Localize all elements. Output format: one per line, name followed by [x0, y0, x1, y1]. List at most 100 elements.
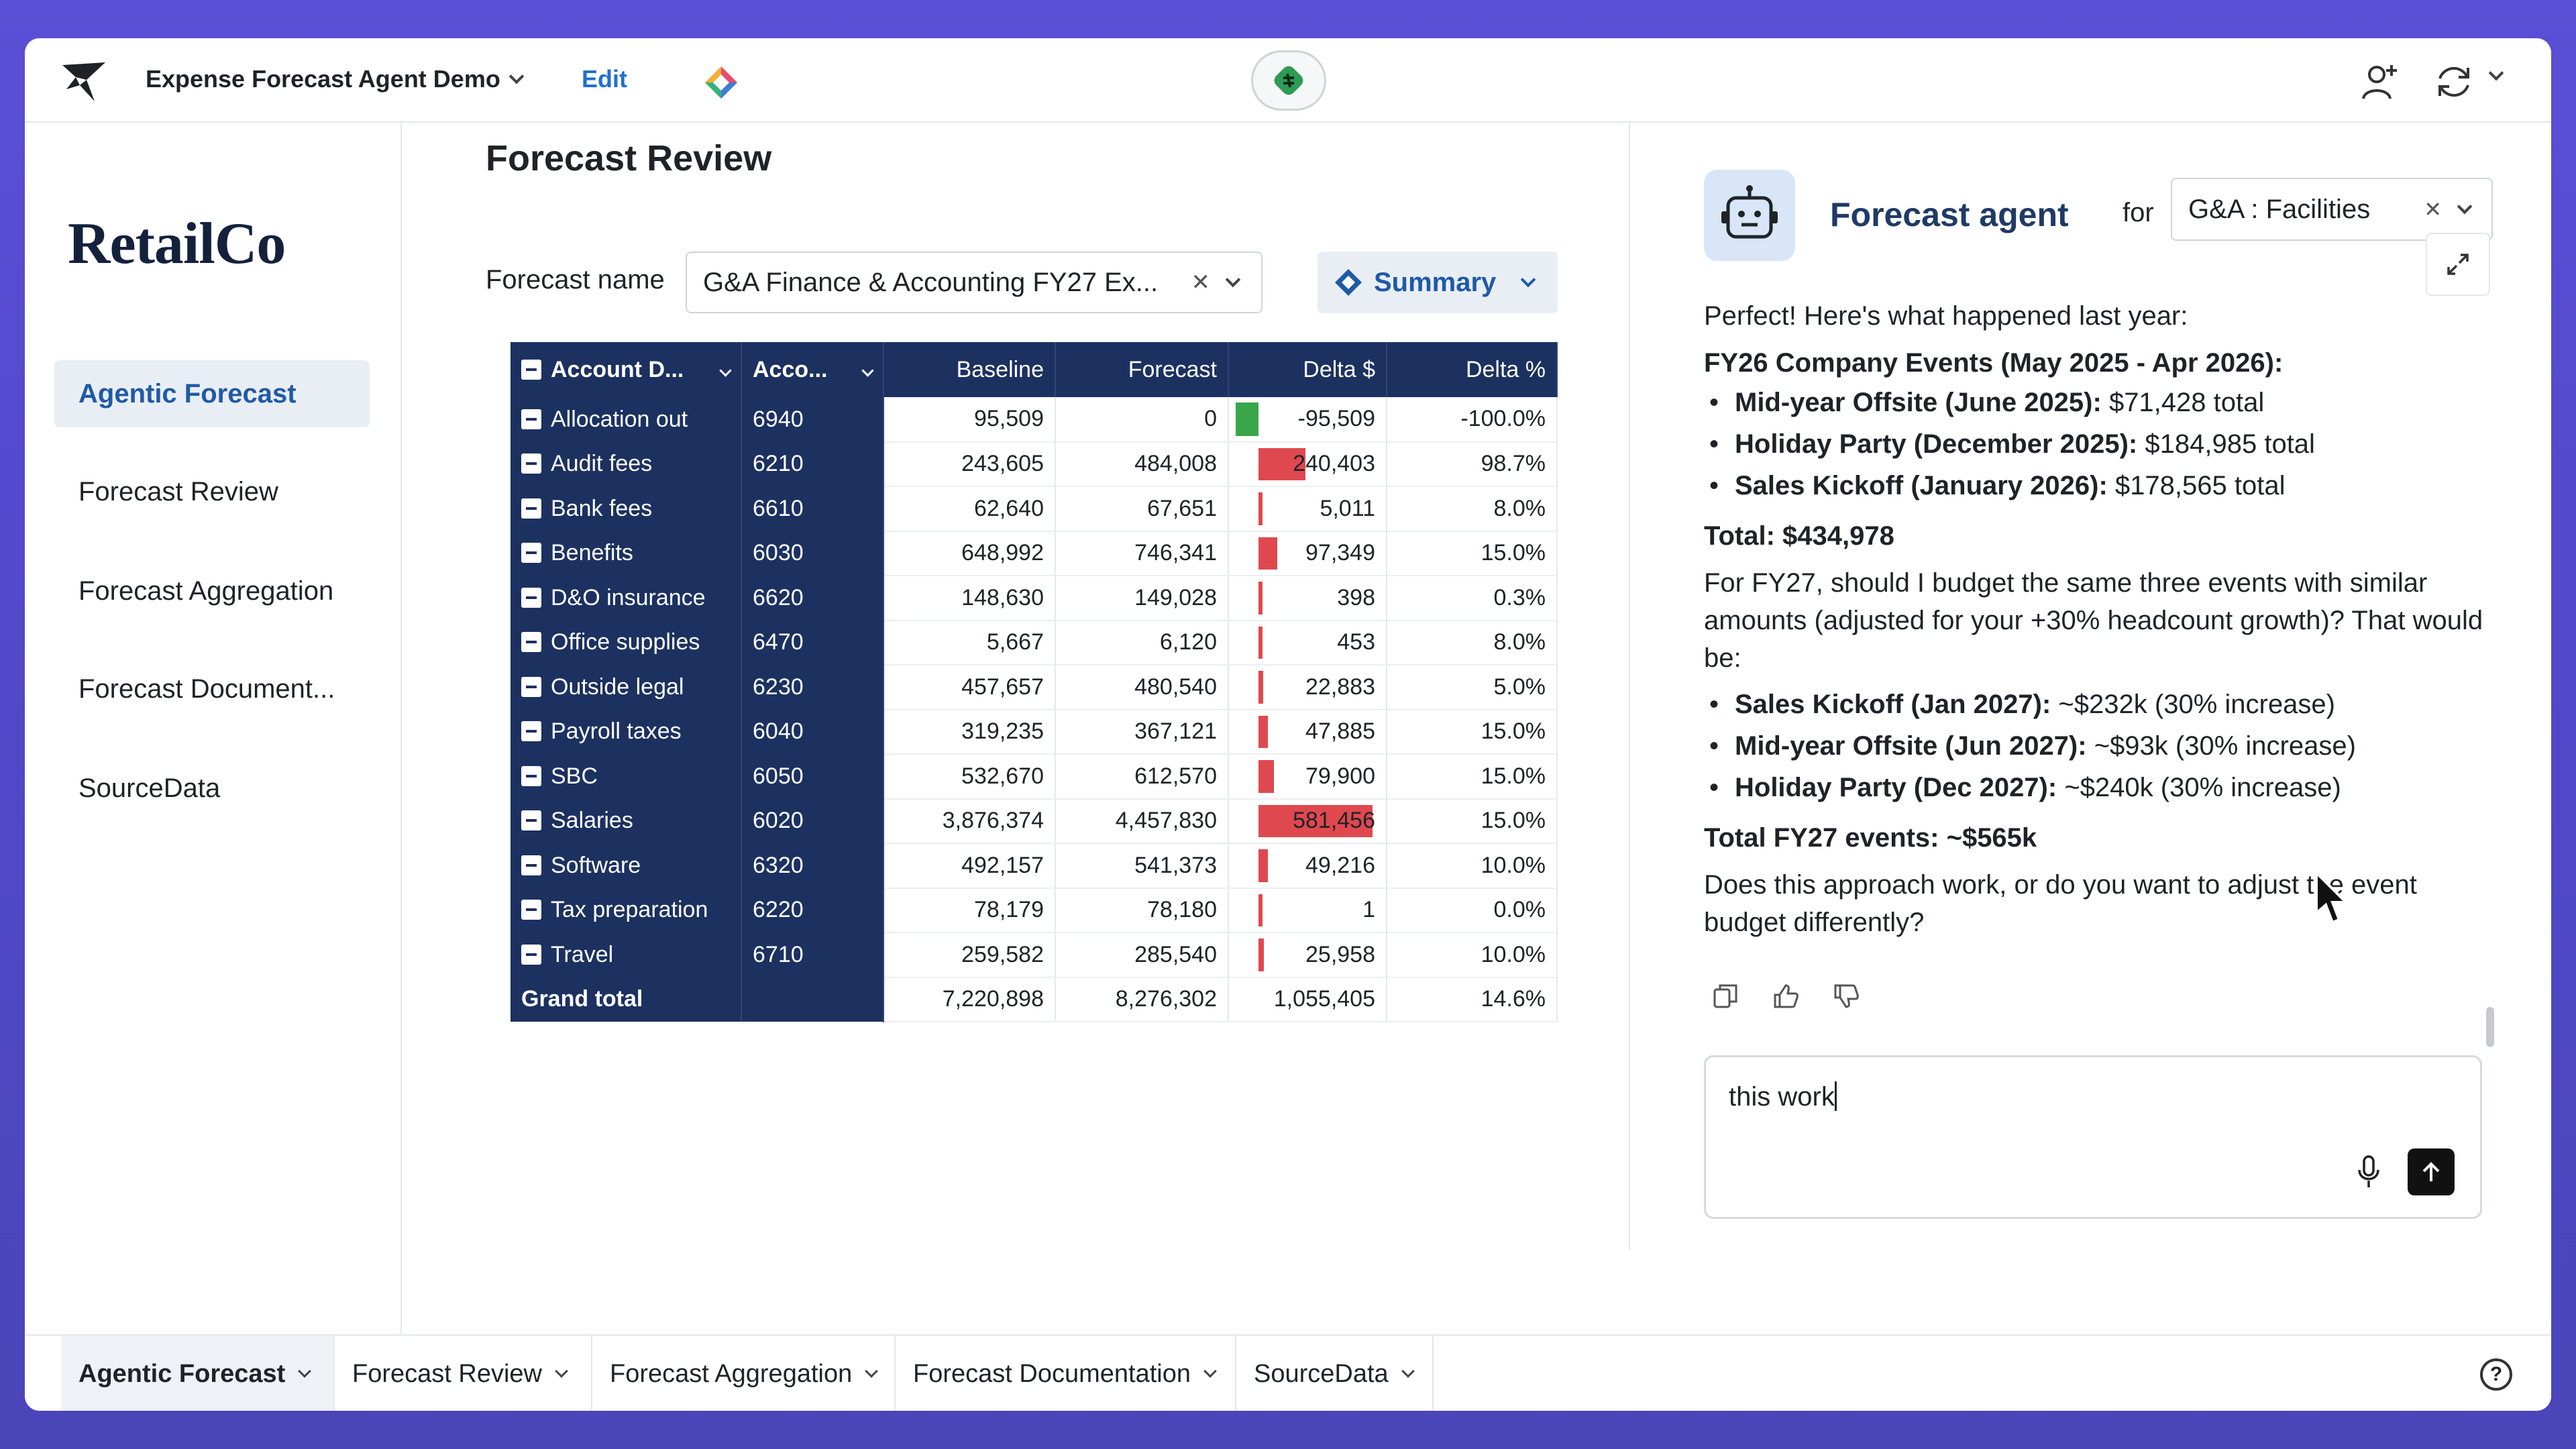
copy-icon[interactable] [1711, 981, 1740, 1011]
forecast-name-select[interactable]: G&A Finance & Accounting FY27 Ex... ✕ [686, 252, 1263, 313]
tab-agentic-forecast[interactable]: Agentic Forecast [61, 1336, 335, 1411]
collapse-icon[interactable] [521, 359, 541, 380]
chevron-down-icon[interactable] [2457, 199, 2473, 215]
forecast-cell[interactable]: 6,120 [1055, 620, 1229, 665]
collapse-icon[interactable] [521, 676, 541, 697]
app-title-menu[interactable]: Expense Forecast Agent Demo [146, 65, 525, 93]
delta-bar [1258, 671, 1263, 704]
col-header-baseline[interactable]: Baseline [883, 342, 1056, 397]
chevron-down-icon [865, 1364, 879, 1378]
forecast-cell[interactable]: 612,570 [1055, 754, 1229, 800]
message-closing: Does this approach work, or do you want … [1704, 870, 2417, 937]
chevron-down-icon[interactable] [719, 364, 732, 377]
account-name-cell[interactable]: Audit fees [511, 441, 742, 486]
forecast-cell[interactable]: 0 [1055, 397, 1229, 443]
collapse-icon[interactable] [521, 587, 541, 608]
account-name-cell[interactable]: Payroll taxes [511, 709, 742, 754]
collapse-icon[interactable] [521, 409, 541, 429]
forecast-cell[interactable]: 484,008 [1055, 441, 1229, 487]
account-name-cell[interactable]: Bank fees [511, 486, 742, 531]
chevron-down-icon [508, 68, 525, 85]
sidebar-item-agentic-forecast[interactable]: Agentic Forecast [54, 360, 370, 427]
chevron-down-icon[interactable] [861, 364, 874, 377]
col-header-delta-percent[interactable]: Delta % [1387, 342, 1558, 397]
collapse-icon[interactable] [521, 765, 541, 786]
forecast-cell[interactable]: 149,028 [1055, 576, 1229, 621]
forecast-cell[interactable]: 78,180 [1055, 888, 1229, 933]
collapse-icon[interactable] [521, 944, 541, 965]
add-user-icon[interactable] [2359, 61, 2401, 103]
grand-total-baseline: 7,220,898 [883, 977, 1056, 1022]
forecast-cell[interactable]: 285,540 [1055, 932, 1229, 978]
send-button[interactable] [2408, 1148, 2455, 1195]
diamond-icon[interactable] [704, 65, 739, 100]
collapse-icon[interactable] [521, 498, 541, 519]
table-row: Allocation out 6940 95,509 0 -95,509 -100.0% [511, 397, 1558, 443]
forecast-cell[interactable]: 4,457,830 [1055, 798, 1229, 844]
account-name-cell[interactable]: Tax preparation [511, 888, 742, 932]
forecast-cell[interactable]: 367,121 [1055, 709, 1229, 755]
app-logo-icon[interactable] [60, 60, 108, 104]
account-name-cell[interactable]: SBC [511, 754, 742, 799]
sidebar-item-forecast-documentation[interactable]: Forecast Document... [78, 674, 335, 704]
scrollbar[interactable] [2486, 1007, 2494, 1047]
account-code-cell: 6020 [741, 798, 884, 843]
fy27-events-list: Sales Kickoff (Jan 2027): ~$232k (30% in… [1704, 684, 2496, 808]
microphone-icon[interactable] [2354, 1154, 2383, 1190]
account-name-cell[interactable]: Office supplies [511, 620, 742, 665]
col-header-forecast[interactable]: Forecast [1055, 342, 1229, 397]
thumbs-up-icon[interactable] [1771, 981, 1801, 1011]
collapse-icon[interactable] [521, 810, 541, 831]
collapse-icon[interactable] [521, 632, 541, 653]
edit-link[interactable]: Edit [582, 65, 627, 93]
account-name-cell[interactable]: Benefits [511, 531, 742, 576]
summary-button[interactable]: Summary [1318, 252, 1558, 313]
collapse-icon[interactable] [521, 543, 541, 564]
list-item: Sales Kickoff (January 2026): $178,565 t… [1704, 465, 2496, 506]
collapse-icon[interactable] [521, 900, 541, 920]
chat-composer[interactable]: this work [1704, 1055, 2482, 1219]
tab-forecast-documentation[interactable]: Forecast Documentation [896, 1336, 1236, 1411]
baseline-cell: 319,235 [883, 709, 1056, 755]
chevron-down-icon[interactable] [1225, 272, 1241, 288]
sidebar-item-forecast-aggregation[interactable]: Forecast Aggregation [78, 576, 334, 606]
collapse-icon[interactable] [521, 721, 541, 742]
account-name-cell[interactable]: Software [511, 843, 742, 888]
delta-dollar-cell: 97,349 [1228, 531, 1387, 576]
forecast-cell[interactable]: 480,540 [1055, 665, 1229, 710]
account-name-cell[interactable]: Salaries [511, 798, 742, 843]
help-icon[interactable]: ? [2480, 1358, 2512, 1391]
chat-input[interactable]: this work [1729, 1081, 2332, 1112]
account-name-cell[interactable]: Allocation out [511, 397, 742, 442]
collapse-icon[interactable] [521, 453, 541, 474]
collapse-icon[interactable] [521, 855, 541, 875]
col-header-account[interactable]: Acco... [741, 342, 884, 397]
tab-forecast-aggregation[interactable]: Forecast Aggregation [592, 1336, 896, 1411]
forecast-cell[interactable]: 541,373 [1055, 843, 1229, 889]
account-code-cell: 6320 [741, 843, 884, 888]
account-name-cell[interactable]: Travel [511, 932, 742, 977]
tab-forecast-review[interactable]: Forecast Review [335, 1336, 592, 1411]
chevron-down-icon[interactable] [2488, 65, 2504, 81]
scope-select[interactable]: G&A : Facilities ✕ [2171, 178, 2493, 241]
account-name-cell[interactable]: Outside legal [511, 665, 742, 710]
tab-sourcedata[interactable]: SourceData [1236, 1336, 1434, 1411]
thumbs-down-icon[interactable] [1831, 981, 1861, 1011]
sidebar-item-sourcedata[interactable]: SourceData [78, 773, 221, 803]
clear-icon[interactable]: ✕ [2424, 197, 2442, 221]
chevron-down-icon [1520, 272, 1536, 288]
refresh-icon[interactable] [2433, 61, 2475, 103]
sidebar-item-forecast-review[interactable]: Forecast Review [78, 476, 278, 506]
clear-icon[interactable]: ✕ [1191, 270, 1211, 295]
forecast-cell[interactable]: 67,651 [1055, 486, 1229, 532]
expand-button[interactable] [2426, 233, 2490, 296]
delta-bar [1258, 492, 1263, 525]
col-header-delta-dollar[interactable]: Delta $ [1228, 342, 1387, 397]
baseline-cell: 259,582 [883, 932, 1056, 978]
col-header-account-description[interactable]: Account D... [511, 342, 742, 397]
agent-badge[interactable] [1251, 50, 1326, 111]
forecast-cell[interactable]: 746,341 [1055, 531, 1229, 576]
delta-dollar-cell: 22,883 [1228, 665, 1387, 710]
app-title: Expense Forecast Agent Demo [146, 65, 500, 93]
account-name-cell[interactable]: D&O insurance [511, 576, 742, 621]
